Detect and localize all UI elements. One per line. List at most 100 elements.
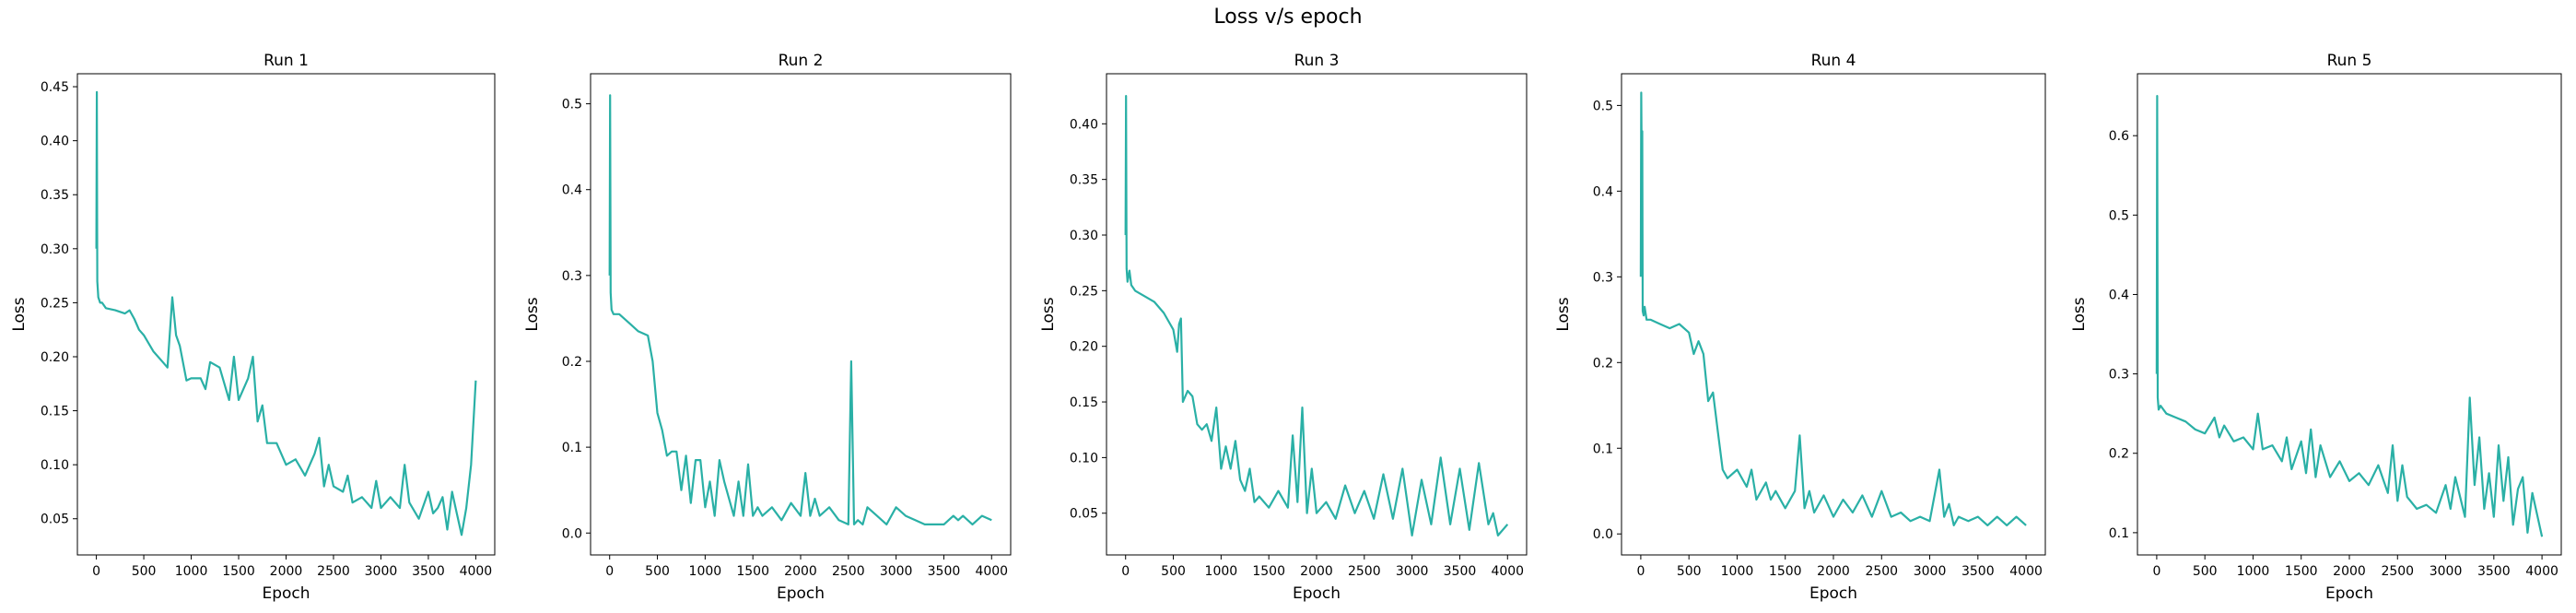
- x-axis-label: Epoch: [1293, 584, 1341, 603]
- y-axis-label: Loss: [523, 297, 542, 331]
- x-tick-label: 2000: [270, 564, 303, 579]
- x-tick-label: 3500: [2477, 564, 2511, 579]
- y-tick-label: 0.2: [2109, 447, 2129, 462]
- x-axis-label: Epoch: [2325, 584, 2373, 603]
- y-tick-label: 0.30: [1070, 229, 1098, 243]
- subplot-run-1: 0 500 1000 1500 2000 2500 3000 3500 4000 0.05 0.10…: [10, 52, 496, 603]
- y-tick-label: 0.4: [562, 183, 582, 198]
- x-tick-label: 1000: [2237, 564, 2270, 579]
- x-tick-label: 3500: [928, 564, 961, 579]
- y-axis-label: Loss: [2070, 297, 2089, 331]
- x-tick-label: 2500: [317, 564, 350, 579]
- x-tick-label: 3000: [1914, 564, 1947, 579]
- subplot-title: Run 5: [2327, 52, 2372, 70]
- x-tick-label: 1500: [1252, 564, 1285, 579]
- x-tick-label: 1000: [1721, 564, 1754, 579]
- x-tick-label: 500: [1161, 564, 1186, 579]
- x-tick-label: 1500: [736, 564, 769, 579]
- x-tick-label: 3000: [1396, 564, 1429, 579]
- y-tick-label: 0.1: [562, 441, 582, 455]
- axes-frame: [2137, 73, 2562, 556]
- y-tick-label: 0.3: [1593, 270, 1613, 285]
- y-tick-label: 0.25: [41, 296, 69, 311]
- x-tick-label: 4000: [2009, 564, 2043, 579]
- x-tick-label: 0: [1636, 564, 1645, 579]
- subplot-title: Run 3: [1294, 52, 1340, 70]
- x-tick-label: 0: [605, 564, 614, 579]
- y-tick-label: 0.1: [1593, 442, 1613, 456]
- x-tick-label: 3000: [880, 564, 913, 579]
- y-tick-label: 0.45: [41, 80, 69, 95]
- y-tick-label: 0.30: [41, 242, 69, 257]
- x-tick-label: 2000: [2333, 564, 2366, 579]
- figure-title: Loss v/s epoch: [1213, 6, 1363, 29]
- y-tick-label: 0.4: [1593, 184, 1613, 199]
- y-tick-label: 0.4: [2109, 288, 2129, 302]
- x-tick-label: 3500: [412, 564, 445, 579]
- subplot-run-2: 0 500 1000 1500 2000 2500 3000 3500 4000 0.0 0.1 0.…: [523, 52, 1012, 603]
- x-tick-label: 3000: [2430, 564, 2463, 579]
- x-tick-label: 3500: [1961, 564, 1995, 579]
- x-tick-label: 500: [2193, 564, 2218, 579]
- x-tick-label: 2500: [1348, 564, 1381, 579]
- y-tick-label: 0.1: [2109, 526, 2129, 541]
- y-tick-label: 0.05: [41, 513, 69, 527]
- subplot-run-5: 0 500 1000 1500 2000 2500 3000 3500 4000 0.1 0.2 0.…: [2070, 52, 2562, 603]
- x-tick-label: 3000: [365, 564, 398, 579]
- y-tick-label: 0.15: [1070, 395, 1098, 410]
- series-line: [1124, 95, 1509, 536]
- y-axis-label: Loss: [1039, 297, 1058, 331]
- x-tick-label: 2000: [1300, 564, 1333, 579]
- x-tick-label: 0: [92, 564, 100, 579]
- y-axis-label: Loss: [1554, 297, 1573, 331]
- y-tick-label: 0.25: [1070, 284, 1098, 299]
- x-tick-label: 1000: [1205, 564, 1238, 579]
- x-tick-label: 2500: [2381, 564, 2414, 579]
- axes-frame: [590, 73, 1012, 556]
- y-tick-label: 0.3: [562, 269, 582, 284]
- x-axis-label: Epoch: [262, 584, 310, 603]
- y-tick-label: 0.35: [1070, 173, 1098, 188]
- axes-frame: [1106, 73, 1528, 556]
- subplot-title: Run 2: [779, 52, 824, 70]
- series-line: [95, 90, 477, 536]
- series-line: [1639, 91, 2027, 526]
- x-tick-label: 500: [645, 564, 670, 579]
- y-tick-label: 0.2: [1593, 356, 1613, 371]
- x-tick-label: 1000: [175, 564, 208, 579]
- y-tick-label: 0.10: [1070, 451, 1098, 466]
- y-tick-label: 0.0: [562, 526, 582, 541]
- axes-frame: [76, 73, 496, 556]
- y-tick-label: 0.2: [562, 355, 582, 370]
- y-tick-label: 0.5: [2109, 208, 2129, 223]
- y-tick-label: 0.15: [41, 405, 69, 419]
- x-axis-label: Epoch: [777, 584, 825, 603]
- x-tick-label: 4000: [2525, 564, 2558, 579]
- axes-frame: [1621, 73, 2046, 556]
- series-line: [608, 94, 992, 525]
- y-tick-label: 0.40: [41, 135, 69, 149]
- x-tick-label: 1000: [689, 564, 722, 579]
- x-tick-label: 1500: [1769, 564, 1802, 579]
- x-tick-label: 2500: [1865, 564, 1898, 579]
- subplot-run-3: 0 500 1000 1500 2000 2500 3000 3500 4000 0.05 0.10…: [1039, 52, 1528, 603]
- series-line: [2155, 95, 2544, 537]
- y-tick-label: 0.05: [1070, 507, 1098, 522]
- x-tick-label: 500: [1677, 564, 1702, 579]
- x-tick-label: 4000: [975, 564, 1008, 579]
- y-tick-label: 0.5: [1593, 99, 1613, 113]
- x-tick-label: 500: [132, 564, 157, 579]
- subplot-run-4: 0 500 1000 1500 2000 2500 3000 3500 4000 0.0 0.1 0.…: [1554, 52, 2046, 603]
- x-tick-label: 1500: [2285, 564, 2318, 579]
- x-tick-label: 0: [1121, 564, 1130, 579]
- x-tick-label: 4000: [1491, 564, 1524, 579]
- y-tick-label: 0.3: [2109, 368, 2129, 383]
- y-axis-label: Loss: [10, 297, 29, 331]
- y-tick-label: 0.6: [2109, 129, 2129, 144]
- x-tick-label: 2000: [1817, 564, 1850, 579]
- y-tick-label: 0.20: [41, 350, 69, 365]
- y-tick-label: 0.20: [1070, 340, 1098, 355]
- x-tick-label: 2500: [832, 564, 865, 579]
- subplot-title: Run 4: [1811, 52, 1856, 70]
